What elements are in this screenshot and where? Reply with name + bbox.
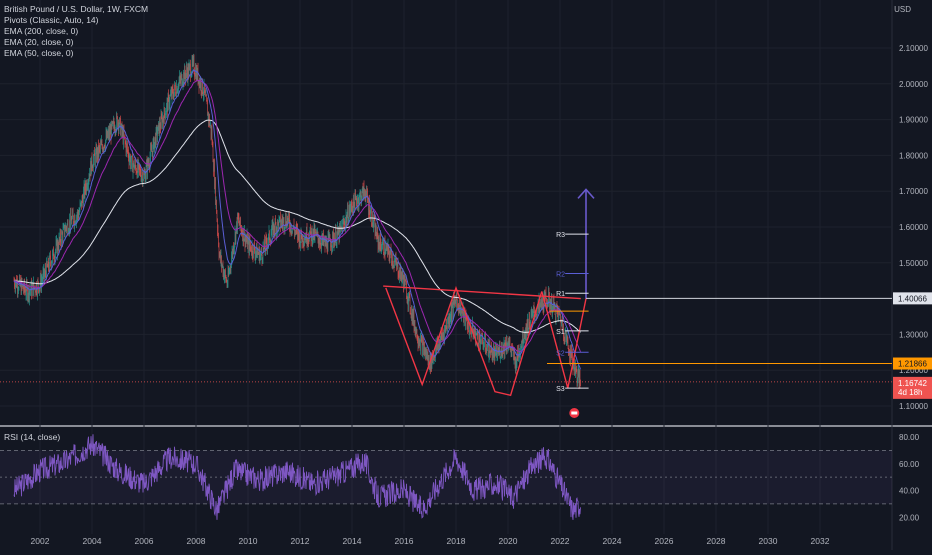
last-price-badge: 1.16742 [898, 379, 927, 388]
pivot-label: S3 [556, 386, 565, 393]
target-arrow-head [577, 188, 595, 199]
rsi-tick-label: 20.00 [899, 513, 920, 522]
indicator-ema-200[interactable]: EMA (200, close, 0) [4, 26, 79, 36]
countdown-label: 4d 18h [898, 388, 922, 397]
rsi-line [13, 434, 581, 520]
time-tick-label: 2004 [83, 536, 102, 546]
time-tick-label: 2006 [135, 536, 154, 546]
time-tick-label: 2010 [239, 536, 258, 546]
pattern-left [385, 285, 543, 397]
rsi-tick-label: 40.00 [899, 487, 920, 496]
symbol-title[interactable]: British Pound / U.S. Dollar, 1W, FXCM [4, 4, 149, 14]
ema-20-line [13, 69, 581, 370]
rsi-tick-label: 60.00 [899, 460, 920, 469]
price-tick-label: 1.10000 [899, 402, 928, 411]
price-tick-label: 1.50000 [899, 259, 928, 268]
rsi-title[interactable]: RSI (14, close) [4, 432, 61, 442]
time-tick-label: 2024 [603, 536, 622, 546]
time-tick-label: 2002 [31, 536, 50, 546]
price-tick-label: 1.80000 [899, 151, 928, 160]
level-badge-bg [893, 292, 932, 305]
orange-badge: 1.21866 [898, 360, 927, 369]
rsi-panel-layer [0, 434, 892, 520]
time-tick-label: 2020 [499, 536, 518, 546]
time-tick-label: 2026 [655, 536, 674, 546]
time-tick-label: 2008 [187, 536, 206, 546]
price-tick-label: 1.20000 [899, 366, 928, 375]
time-tick-label: 2016 [395, 536, 414, 546]
level-badge: 1.40066 [898, 294, 927, 303]
pivot-label: S2 [556, 350, 565, 357]
time-tick-label: 2014 [343, 536, 362, 546]
pivot-label: R3 [556, 232, 565, 239]
price-tick-label: 1.60000 [899, 223, 928, 232]
price-tick-label: 1.30000 [899, 330, 928, 339]
indicator-ema-50[interactable]: EMA (50, close, 0) [4, 48, 74, 58]
time-tick-label: 2012 [291, 536, 310, 546]
price-tick-label: 1.90000 [899, 116, 928, 125]
time-tick-label: 2018 [447, 536, 466, 546]
ema-layer [13, 69, 581, 370]
price-tick-label: 2.00000 [899, 80, 928, 89]
rsi-tick-label: 80.00 [899, 433, 920, 442]
chart-legend[interactable]: British Pound / U.S. Dollar, 1W, FXCM Pi… [4, 4, 148, 59]
last-price-badge-bg [893, 376, 932, 399]
indicator-pivots[interactable]: Pivots (Classic, Auto, 14) [4, 15, 99, 25]
pivot-label: R2 [556, 272, 565, 279]
price-tick-label: 1.70000 [899, 187, 928, 196]
candles-layer [13, 53, 581, 390]
indicator-ema-20[interactable]: EMA (20, close, 0) [4, 37, 74, 47]
time-tick-label: 2028 [707, 536, 726, 546]
time-tick-label: 2030 [759, 536, 778, 546]
event-flag-icon-bar [571, 411, 578, 415]
pivot-levels: R3 R2 R1 S1 S2 S3 [549, 232, 589, 393]
pivot-label: R1 [556, 291, 565, 298]
orange-badge-bg [893, 357, 932, 370]
time-axis: 2002 2004 2006 2008 2010 2012 2014 2016 2018 2020… [31, 536, 830, 546]
neckline [383, 285, 581, 300]
ema-200-line [14, 119, 581, 333]
time-tick-label: 2032 [811, 536, 830, 546]
pivot-label: S1 [556, 329, 565, 336]
currency-label: USD [894, 5, 911, 14]
price-tick-label: 2.10000 [899, 44, 928, 53]
time-tick-label: 2022 [551, 536, 570, 546]
